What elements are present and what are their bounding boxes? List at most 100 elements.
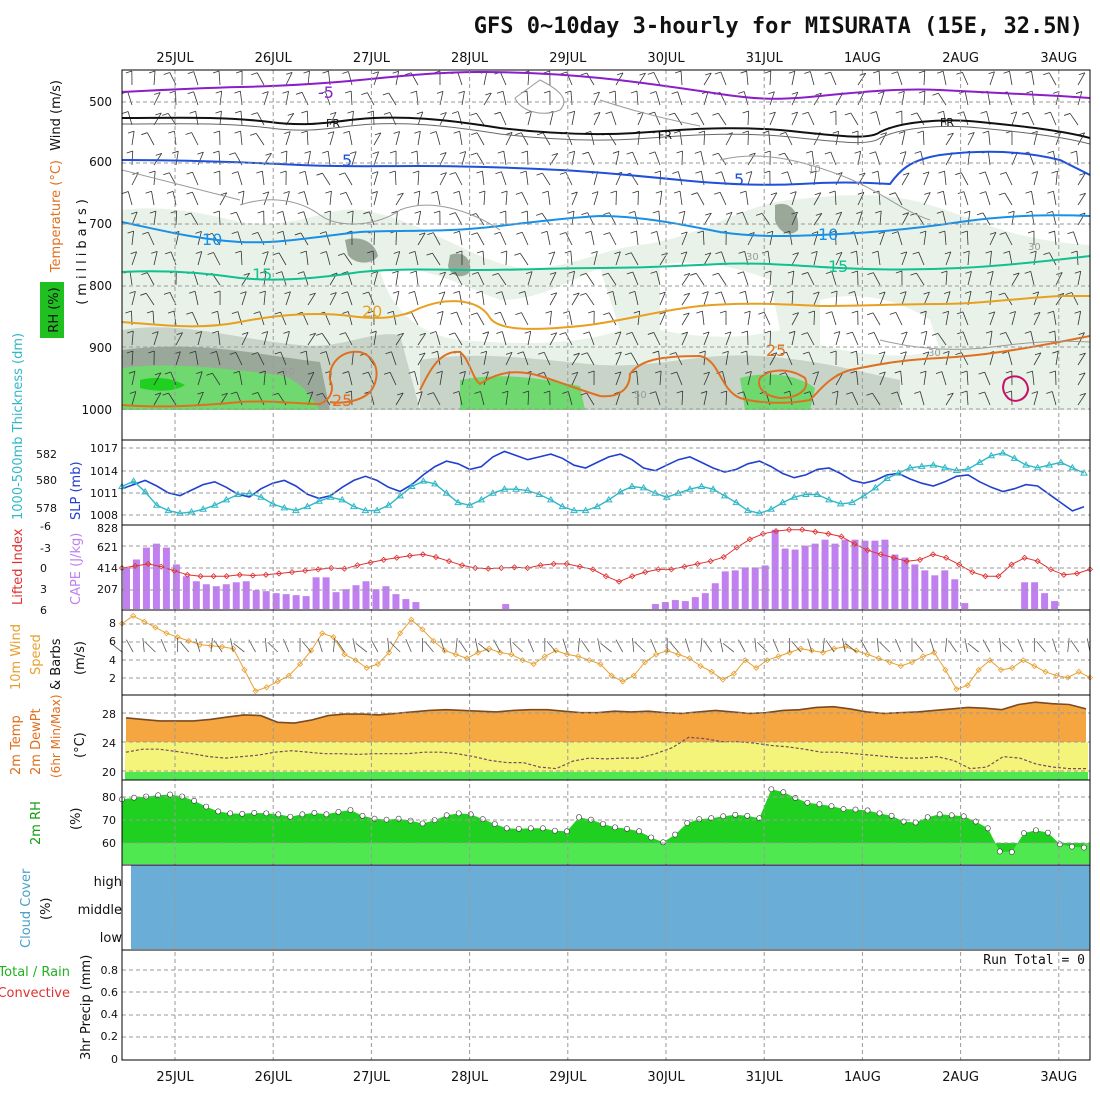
rh2m-point [781,790,786,795]
wind10-barb [895,639,900,652]
cape-bar [682,601,689,609]
rh2m-point [805,800,810,805]
rh2m-point [865,808,870,813]
axis-label-cloud-unit: (%) [39,898,54,921]
slp-marks [119,450,1087,515]
axis-label-wind10: 10m Wind [9,624,24,690]
cape-bar [961,603,968,609]
cape-bar [1051,601,1058,609]
day-label-bottom: 30JUL [647,1070,685,1085]
temp-low-band [125,772,1088,780]
wind-barb [1055,371,1056,385]
day-label-bottom: 31JUL [746,1070,784,1085]
day-label-top: 1AUG [844,51,881,66]
day-label-bottom: 29JUL [549,1070,587,1085]
cape-bar [363,581,370,609]
run-total: Run Total = 0 [983,953,1085,968]
cape-bar [822,540,829,609]
wind10-barb [265,638,266,652]
pressure-tick: 600 [89,155,112,169]
rh2m-point [143,794,148,799]
wind10-barb [598,638,601,652]
cape-bar [931,575,938,609]
wind10-barb [456,638,457,652]
cape-tick: 828 [97,522,118,535]
wind10-barb [211,638,212,652]
rh2m-point [1081,845,1086,850]
slp-tick: 1008 [90,509,118,522]
slp-line [122,451,1084,511]
cape-bar [233,582,240,609]
axis-label-temp2m: 2m Temp [9,715,24,775]
day-label-top: 29JUL [549,51,587,66]
rh2m-point [300,812,305,817]
wind10-barb [1036,641,1045,652]
slp-tick: 1017 [90,442,118,455]
cape-bar [313,577,320,609]
rh2m-point [420,821,425,826]
wind10-barb [632,638,633,652]
wind10-barb [318,639,322,652]
wind10-barb [333,638,334,652]
wind10-barb [283,639,288,652]
contour-label: FR [326,117,340,130]
axis-label-precip: 3hr Precip (mm) [79,955,94,1060]
cape-bar [243,581,250,609]
rh2m-point [492,821,497,826]
rh2m-point [540,826,545,831]
axis-label-wind: Wind (m/s) [49,80,64,151]
wind10-barb [965,638,968,652]
rh2m-point [661,840,666,845]
cape-bar [772,530,779,609]
wind10-barb [353,638,356,652]
rh2m-point [408,818,413,823]
pressure-tick: 1000 [81,403,112,417]
cape-bar [692,597,699,609]
day-label-bottom: 1AUG [844,1070,881,1085]
wind10-barb [968,643,979,652]
rh2m-point [576,815,581,820]
cape-bar [203,584,210,609]
cape-bar [842,540,849,609]
contour-label: 30 [746,252,759,263]
rh2m-point [829,804,834,809]
rh2m-point [817,802,822,807]
rh2m-point [685,820,690,825]
upper-axis: 500 600 700 800 900 1000 Wind (m/s) Temp… [40,80,112,417]
cape-bar [223,584,230,609]
pressure-tick: 500 [89,95,112,109]
rh2m-point [516,826,521,831]
wind10-barb [425,641,434,652]
day-label-top: 25JUL [156,51,194,66]
contour-label: 30 [928,348,941,359]
wind10-barb [145,642,155,652]
axis-label-temp2m-unit: (°C) [73,732,88,758]
wind10-barb [356,643,367,652]
wind10-barb [930,639,934,652]
cape-bar [1021,582,1028,609]
axis-label-millibars: (millibars) [75,195,90,305]
temp2m-tick: 20 [102,766,116,779]
rh2m-point [1009,849,1014,854]
cape-bar [303,596,310,609]
rh2m-point [204,804,209,809]
wind10-barb [945,638,946,652]
rh2m-point [997,849,1002,854]
wind10-barb [773,639,778,652]
rh2m-point [612,825,617,830]
cape-tick: 414 [97,562,118,575]
rh2m-point [228,811,233,816]
rh2m-point [925,815,930,820]
wind10-tick: 6 [109,635,116,648]
rh2m-point [456,811,461,816]
rh2m-point [636,829,641,834]
day-label-top: 26JUL [255,51,293,66]
rh2m-point [745,813,750,818]
cape-bar [951,579,958,609]
rh2m-area [122,789,1084,852]
cloud-level-high: high [94,875,122,890]
rh2m-point [240,811,245,816]
axis-label-wind10-barbs: & Barbs [49,638,64,690]
contour-label: FR [940,116,954,129]
precip-tick: 0.6 [101,986,119,999]
